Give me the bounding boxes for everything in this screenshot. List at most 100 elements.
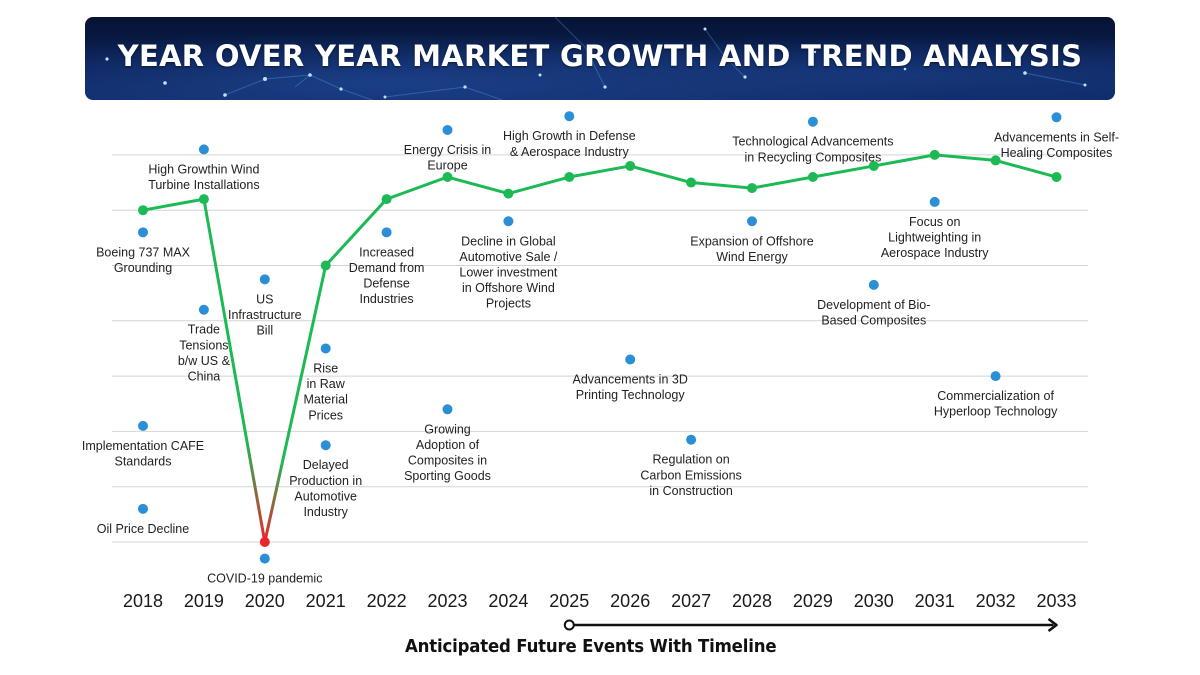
event-label: Rise [313, 361, 338, 375]
x-axis: 2018 2019 2020 2021 2022 2023 2024 2025 2026 2027… [123, 591, 1077, 611]
trend-point-2022 [381, 194, 392, 205]
event-label: Infrastructure [228, 308, 302, 322]
event-label: b/w US & [178, 354, 231, 368]
event-dot [564, 111, 575, 122]
event-marker: US Infrastructure Bill [228, 274, 302, 338]
event-dot [320, 343, 331, 354]
event-dot [503, 216, 514, 227]
event-label: Material [303, 393, 347, 407]
event-label: Commercialization of [937, 389, 1054, 403]
event-label: Lower investment [459, 265, 557, 279]
event-label: Industry [303, 505, 348, 519]
event-label: Development of Bio- [817, 298, 930, 312]
event-label: China [188, 370, 221, 384]
event-dot [198, 144, 209, 155]
event-label: Aerospace Industry [881, 246, 989, 260]
year-tick-label: 2022 [367, 591, 407, 611]
event-dot [807, 116, 818, 127]
event-dot [442, 404, 453, 415]
event-label: Technological Advancements [732, 135, 893, 149]
year-tick-label: 2023 [427, 591, 467, 611]
trend-line-segment [689, 181, 754, 190]
event-label: & Aerospace Industry [510, 145, 630, 159]
event-dot [138, 227, 148, 238]
event-label: Decline in Global [461, 234, 556, 248]
trend-line-segment [872, 153, 937, 168]
trend-line-segment [811, 164, 876, 179]
event-label: Advancements in Self- [994, 130, 1119, 144]
event-label: Implementation CAFE [82, 439, 204, 453]
event-marker: Development of Bio-Based Composites [817, 279, 930, 327]
event-marker: COVID-19 pandemic [207, 553, 322, 586]
event-dot [686, 434, 697, 445]
year-tick-label: 2027 [671, 591, 711, 611]
event-dot [868, 279, 879, 290]
event-label: Defense [363, 277, 410, 291]
trend-line-segment [994, 158, 1058, 179]
event-label: in Offshore Wind [462, 281, 555, 295]
event-marker: Boeing 737 MAX Grounding [96, 227, 191, 275]
year-tick-label: 2028 [732, 591, 772, 611]
event-label: Automotive [294, 489, 357, 503]
event-marker: Oil Price Decline [97, 503, 189, 536]
trend-line-segment [567, 164, 632, 179]
trend-point-2021 [320, 260, 331, 271]
future-timeline-arrow [563, 618, 1058, 632]
event-dot [381, 227, 392, 238]
trend-line-segment [141, 197, 206, 212]
trend-line-segment [750, 175, 815, 190]
trend-point-2027 [686, 177, 697, 188]
trend-point-2018 [138, 205, 148, 216]
network-background-graphic [105, 17, 1087, 100]
trend-point-dip-2020 [259, 537, 270, 547]
future-events-caption: Anticipated Future Events With Timeline [405, 636, 777, 657]
year-tick-label: 2024 [488, 591, 528, 611]
event-label: Industries [359, 292, 413, 306]
event-dot [747, 216, 757, 227]
event-label: Healing Composites [1001, 146, 1113, 160]
event-label: Based Composites [821, 313, 926, 327]
event-label: Oil Price Decline [97, 522, 189, 536]
year-tick-label: 2018 [123, 591, 163, 611]
future-arrow-start-circle [563, 619, 575, 631]
event-marker: Expansion of Offshore Wind Energy [690, 216, 814, 264]
event-label: Printing Technology [576, 388, 686, 402]
event-label: Advancements in 3D [573, 373, 688, 387]
event-label: Sporting Goods [404, 469, 491, 483]
event-dot [320, 440, 331, 451]
event-label: Focus on [909, 215, 960, 229]
event-label: Trade [188, 323, 220, 337]
year-tick-label: 2030 [854, 591, 894, 611]
event-label: Standards [115, 454, 172, 468]
event-label: Production in [289, 474, 362, 488]
trend-point-2029 [807, 172, 818, 183]
trend-point-2026 [625, 160, 636, 171]
event-label: Lightweighting in [888, 231, 981, 245]
event-label: Bill [256, 324, 273, 338]
event-label: Hyperloop Technology [934, 405, 1058, 419]
trend-point-2031 [929, 149, 940, 160]
event-label: Boeing 737 MAX [96, 245, 190, 259]
trend-line-segment [385, 175, 449, 201]
event-dot [442, 125, 453, 136]
chart-title: YEAR OVER YEAR MARKET GROWTH AND TREND A… [117, 39, 1083, 73]
event-label: Turbine Installations [148, 178, 259, 192]
event-dot [1051, 112, 1062, 123]
year-tick-label: 2031 [915, 591, 955, 611]
trend-point-2033 [1051, 172, 1062, 183]
event-dot [259, 553, 270, 564]
year-tick-label: 2021 [306, 591, 346, 611]
event-label: Wind Energy [716, 250, 788, 264]
year-tick-label: 2025 [549, 591, 589, 611]
event-dot [259, 274, 270, 285]
event-markers: Boeing 737 MAX Grounding Implementation CA… [82, 111, 1119, 586]
event-dot [625, 354, 636, 365]
year-tick-label: 2033 [1036, 591, 1076, 611]
year-tick-label: 2032 [976, 591, 1016, 611]
event-marker: Decline in Global Automotive Sale /Lower … [459, 216, 558, 311]
arrowhead-icon [1047, 618, 1058, 632]
